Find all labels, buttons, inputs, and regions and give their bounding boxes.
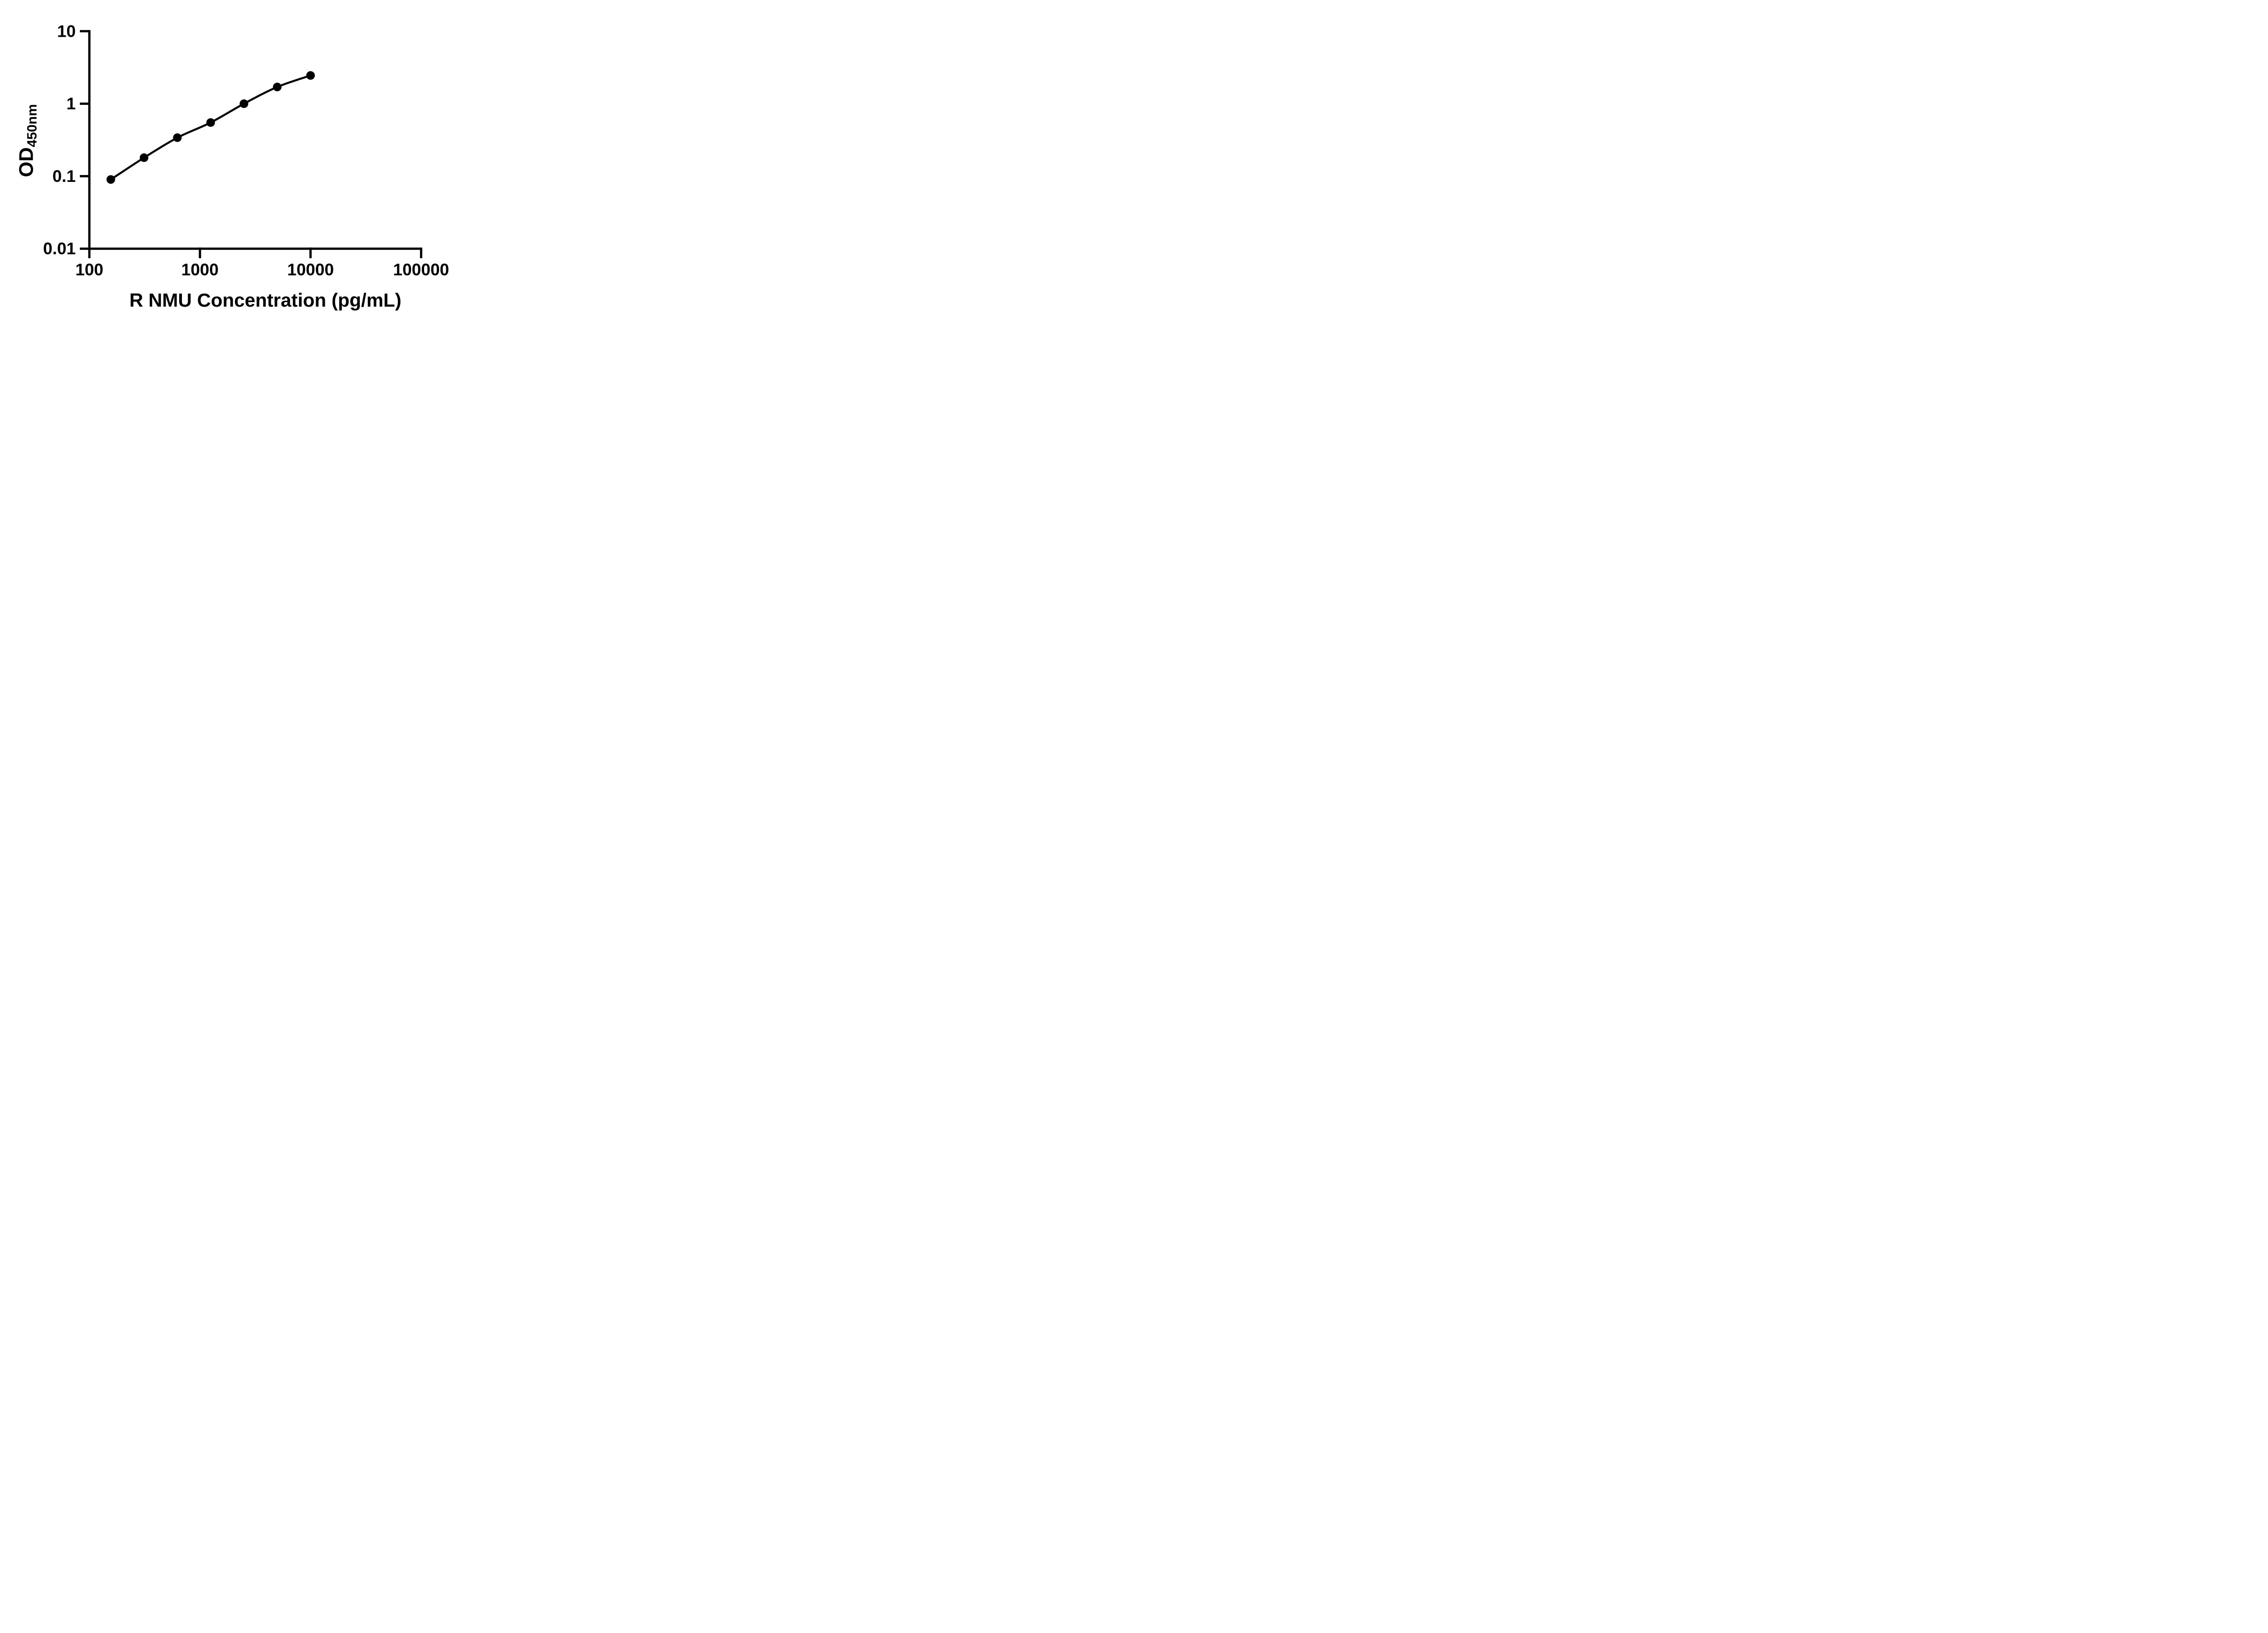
y-tick-label: 0.01: [43, 240, 76, 258]
y-tick-label: 10: [57, 22, 76, 40]
data-points: [106, 71, 315, 184]
axis-ticks: [80, 30, 422, 259]
y-axis-title: OD450nm: [15, 104, 40, 177]
y-axis-title-subscript: 450nm: [24, 104, 40, 147]
elisa-standard-curve-figure: 10 1 0.1 0.01 100 1000 10000 100000 R NMU Conce…: [0, 0, 465, 327]
x-tick-label: 100: [75, 260, 103, 279]
data-point: [173, 133, 182, 142]
data-point: [306, 71, 315, 80]
x-axis-title: R NMU Concentration (pg/mL): [129, 289, 401, 311]
axis-tick-labels: 10 1 0.1 0.01 100 1000 10000 100000: [43, 22, 449, 279]
x-tick-label: 1000: [181, 260, 219, 279]
data-point: [273, 83, 282, 92]
standard-curve-line: [110, 74, 311, 181]
y-tick-label: 1: [66, 94, 76, 113]
x-tick-label: 100000: [393, 260, 449, 279]
data-point: [106, 175, 115, 184]
axes: [88, 31, 421, 250]
x-tick-label: 10000: [287, 260, 334, 279]
plot-area: 10 1 0.1 0.01 100 1000 10000 100000: [43, 22, 449, 279]
data-point: [206, 118, 215, 127]
data-point: [140, 153, 149, 162]
axis-spine: [88, 31, 421, 250]
data-point: [240, 99, 249, 108]
y-axis-title-main: OD: [15, 147, 38, 177]
y-tick-label: 0.1: [53, 167, 76, 186]
